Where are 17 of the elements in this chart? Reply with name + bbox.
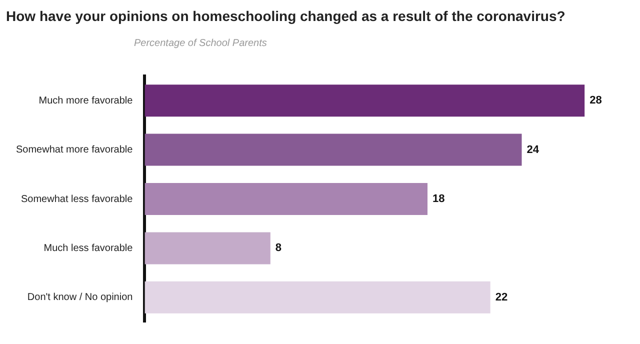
data-label: 8: [275, 242, 282, 254]
y-tick-label: Much less favorable: [44, 242, 134, 254]
bar: [144, 183, 428, 215]
chart-subtitle: Percentage of School Parents: [134, 38, 267, 49]
y-tick-label: Don't know / No opinion: [27, 292, 133, 304]
y-tick-label: Much more favorable: [38, 95, 134, 106]
bar: [144, 134, 522, 166]
data-label: 18: [432, 193, 445, 206]
bar: [144, 84, 585, 117]
bar: [144, 281, 490, 314]
bar: [144, 232, 270, 264]
data-label: 28: [590, 94, 602, 107]
data-label: 24: [526, 144, 540, 156]
y-tick-label: Somewhat more favorable: [16, 144, 134, 156]
data-label: 22: [495, 291, 508, 304]
chart-title: How have your opinions on homeschooling changed as a result of the coronavirus?: [6, 8, 566, 24]
y-tick-label: Somewhat less favorable: [20, 194, 134, 205]
